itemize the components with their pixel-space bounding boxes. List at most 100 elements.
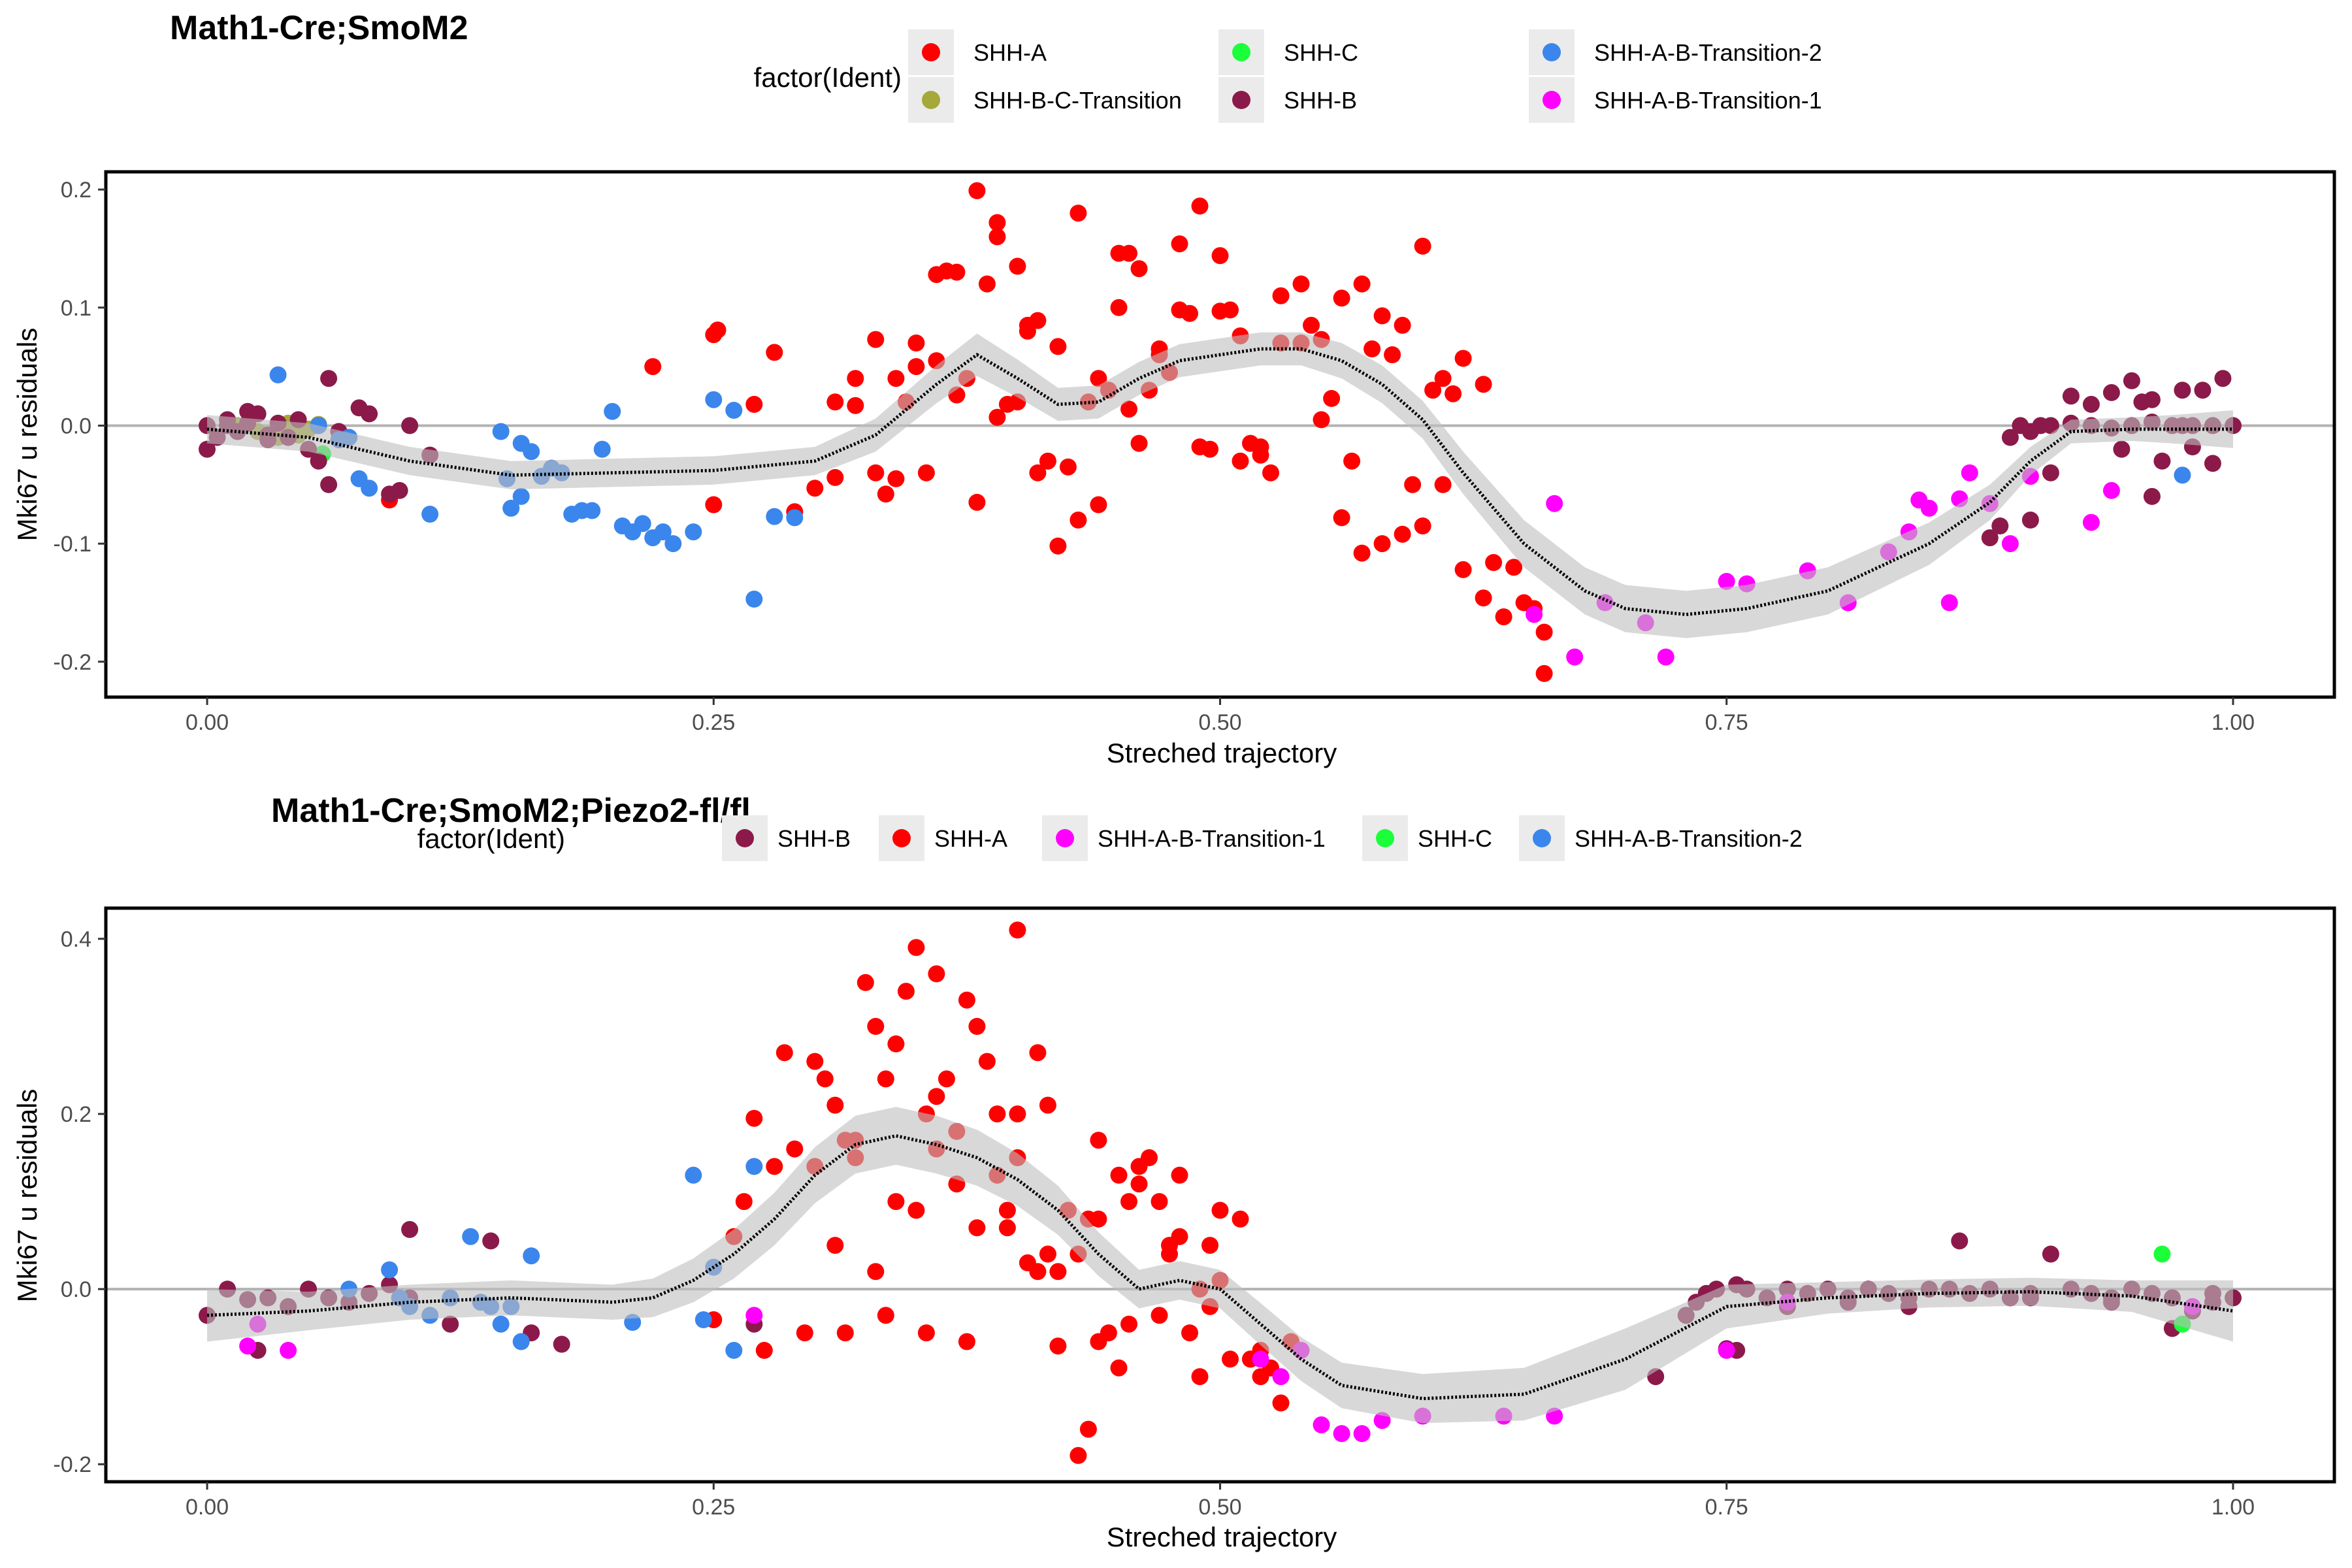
chart-legend: factor(Ident) SHH-A SHH-B-C-Transition SHH-… bbox=[754, 29, 1822, 123]
x-tick-label: 0.00 bbox=[186, 1495, 229, 1520]
chart-panel-piezo2: Math1-Cre;SmoM2;Piezo2-fl/fl factor(Iden… bbox=[12, 792, 2336, 1552]
data-point bbox=[988, 408, 1006, 426]
y-tick-label: 0.4 bbox=[61, 927, 91, 952]
data-point bbox=[421, 506, 439, 523]
data-point bbox=[685, 1166, 702, 1184]
data-point bbox=[1151, 1193, 1168, 1211]
x-tick-label: 0.50 bbox=[1198, 1495, 1241, 1520]
data-point bbox=[1029, 1263, 1047, 1281]
y-axis-label: Mki67 u residuals bbox=[12, 1089, 42, 1303]
data-point bbox=[867, 1018, 885, 1035]
data-point bbox=[1454, 350, 1472, 367]
data-point bbox=[705, 391, 723, 408]
data-point bbox=[755, 1341, 773, 1359]
data-point bbox=[2194, 382, 2212, 399]
data-point bbox=[907, 1201, 925, 1219]
data-point bbox=[2082, 514, 2100, 531]
data-point bbox=[907, 335, 925, 351]
chart-title: Math1-Cre;SmoM2;Piezo2-fl/fl bbox=[271, 792, 751, 830]
data-point bbox=[1384, 346, 1401, 363]
data-point bbox=[1505, 559, 1523, 576]
data-point bbox=[988, 1105, 1006, 1122]
legend-swatch bbox=[1533, 829, 1551, 847]
data-point bbox=[745, 1307, 763, 1324]
data-point bbox=[2204, 455, 2221, 472]
data-point bbox=[1333, 509, 1350, 527]
data-point bbox=[2042, 417, 2059, 434]
data-point bbox=[1120, 1315, 1137, 1333]
data-point bbox=[847, 370, 864, 387]
data-point bbox=[1535, 664, 1553, 682]
legend-entry: SHH-B bbox=[722, 815, 851, 861]
data-point bbox=[826, 1237, 844, 1254]
y-tick-label: 0.0 bbox=[61, 1277, 91, 1302]
data-point bbox=[1039, 1245, 1056, 1263]
data-point bbox=[512, 487, 530, 505]
data-point bbox=[381, 1261, 399, 1279]
data-point bbox=[2001, 429, 2019, 446]
data-point bbox=[1090, 1210, 1107, 1228]
data-point bbox=[1110, 299, 1128, 316]
legend-title: factor(Ident) bbox=[754, 62, 902, 93]
data-point bbox=[877, 1307, 894, 1324]
data-point bbox=[806, 1053, 824, 1070]
data-point bbox=[988, 228, 1006, 246]
data-point bbox=[1049, 1263, 1067, 1281]
data-point bbox=[2102, 384, 2120, 401]
data-point bbox=[593, 440, 611, 458]
data-point bbox=[1475, 589, 1492, 607]
data-point bbox=[2174, 382, 2191, 399]
data-point bbox=[745, 395, 763, 413]
x-tick-label: 1.00 bbox=[2212, 710, 2255, 735]
data-point bbox=[1718, 1341, 1735, 1359]
data-point bbox=[1201, 1237, 1218, 1254]
legend-entry: SHH-A bbox=[879, 815, 1007, 861]
data-point bbox=[1222, 1350, 1239, 1368]
data-point bbox=[1434, 370, 1452, 387]
data-point bbox=[1201, 440, 1218, 458]
data-point bbox=[1303, 316, 1320, 334]
data-point bbox=[239, 1337, 257, 1355]
data-point bbox=[826, 468, 844, 486]
data-point bbox=[776, 1044, 793, 1062]
legend-label: SHH-A bbox=[973, 39, 1047, 66]
data-point bbox=[1191, 1368, 1209, 1386]
data-point bbox=[583, 502, 601, 519]
data-point bbox=[1424, 382, 1442, 399]
y-tick-label: 0.2 bbox=[61, 1102, 91, 1127]
data-point bbox=[917, 1324, 935, 1342]
data-point bbox=[1151, 1307, 1168, 1324]
data-point bbox=[482, 1232, 500, 1250]
legend-swatch bbox=[1056, 829, 1074, 847]
legend-entry: SHH-C bbox=[1218, 29, 1358, 75]
data-point bbox=[1333, 289, 1350, 307]
data-point bbox=[1120, 400, 1137, 418]
data-point bbox=[1313, 411, 1330, 429]
data-point bbox=[1333, 1425, 1350, 1443]
data-point bbox=[1546, 495, 1563, 512]
legend-label: SHH-B bbox=[777, 825, 851, 852]
legend-entry: SHH-A bbox=[908, 29, 1047, 75]
data-point bbox=[401, 1220, 419, 1238]
legend-label: SHH-A-B-Transition-2 bbox=[1575, 825, 1803, 852]
data-point bbox=[928, 1088, 945, 1105]
legend-entry: SHH-A-B-Transition-2 bbox=[1519, 815, 1803, 861]
data-point bbox=[1272, 1394, 1290, 1412]
data-point bbox=[2174, 466, 2191, 484]
data-point bbox=[1353, 544, 1371, 562]
data-point bbox=[391, 482, 408, 499]
data-point bbox=[644, 358, 662, 376]
data-point bbox=[1445, 385, 1462, 402]
data-point bbox=[2143, 487, 2161, 505]
y-tick-label: -0.1 bbox=[53, 532, 91, 557]
legend-entry: SHH-A-B-Transition-1 bbox=[1042, 815, 1326, 861]
data-point bbox=[1110, 1359, 1128, 1377]
data-point bbox=[1130, 260, 1148, 278]
data-point bbox=[553, 1335, 570, 1353]
data-point bbox=[2062, 387, 2080, 405]
data-point bbox=[958, 991, 975, 1009]
data-point bbox=[1434, 476, 1452, 493]
data-point bbox=[1039, 452, 1056, 470]
data-point bbox=[1485, 554, 1503, 571]
x-tick-label: 0.75 bbox=[1705, 710, 1748, 735]
